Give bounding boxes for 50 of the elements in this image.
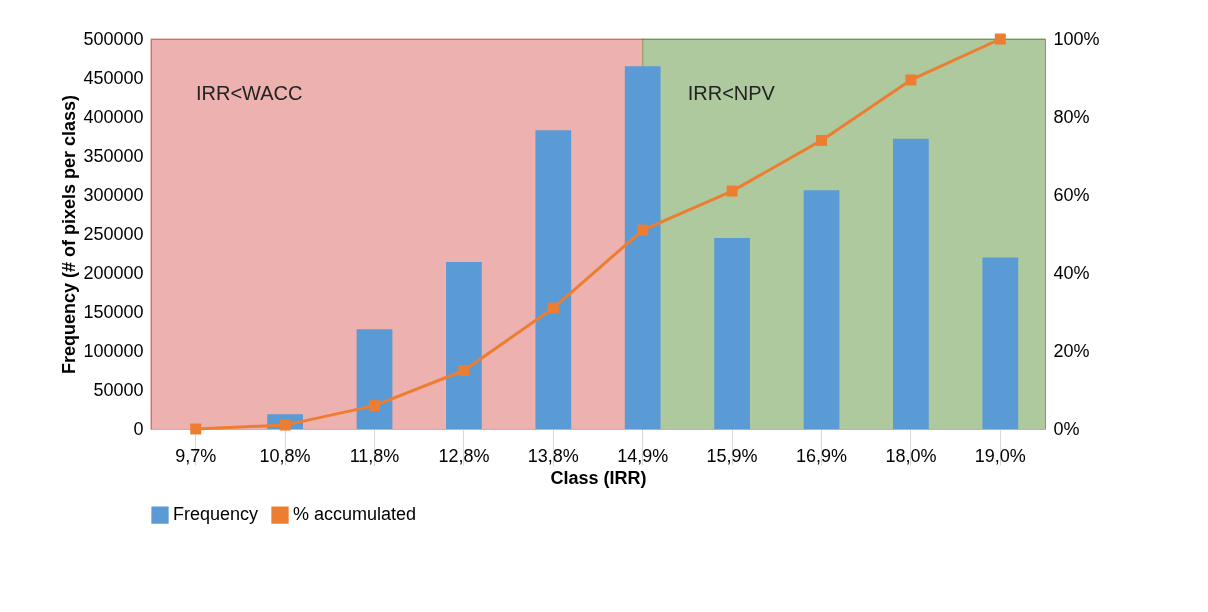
x-tick-label: 19,0%	[974, 445, 1026, 466]
y-tick-label: 200000	[83, 262, 144, 283]
y-tick-label: 50000	[93, 379, 144, 400]
band-label: IRR<WACC	[196, 82, 303, 104]
y-tick-label: 150000	[83, 301, 144, 322]
bar	[714, 237, 750, 429]
point	[637, 224, 649, 236]
x-tick-label: 12,8%	[438, 445, 490, 466]
point	[369, 400, 380, 412]
point	[726, 185, 738, 197]
x-tick-label: 18,0%	[885, 445, 937, 466]
x-axis-title: Class (IRR)	[550, 468, 647, 488]
bar	[446, 262, 482, 429]
x-tick-label: 15,9%	[706, 445, 758, 466]
point	[905, 74, 917, 86]
band-label: IRR<NPV	[687, 82, 776, 104]
y2-tick-label: 60%	[1053, 184, 1090, 205]
y2-tick-label: 80%	[1053, 106, 1090, 127]
bar	[893, 138, 929, 429]
y-tick-label: 500000	[83, 28, 144, 49]
y2-tick-label: 0%	[1053, 418, 1080, 439]
x-tick-label: 10,8%	[259, 445, 311, 466]
y-tick-label: 250000	[83, 223, 144, 244]
x-tick-label: 16,9%	[795, 445, 848, 466]
y-tick-label: 100000	[83, 340, 144, 361]
y-tick-label: 350000	[83, 145, 144, 166]
y2-tick-label: 20%	[1053, 340, 1090, 361]
bar	[982, 257, 1019, 429]
y-tick-label: 400000	[83, 106, 144, 127]
y2-tick-label: 100%	[1053, 28, 1100, 49]
y2-tick-label: 40%	[1053, 262, 1090, 283]
point	[458, 365, 470, 376]
y-tick-label: 0	[133, 418, 144, 439]
bar	[535, 130, 572, 429]
point	[994, 33, 1006, 45]
legend-label: Frequency	[173, 504, 259, 525]
legend-label: % accumulated	[293, 504, 417, 525]
point	[547, 302, 559, 314]
x-tick-label: 11,8%	[349, 445, 400, 466]
x-tick-label: 9,7%	[175, 445, 217, 466]
x-tick-label: 14,9%	[617, 445, 669, 466]
x-tick-label: 13,8%	[527, 445, 579, 466]
y-tick-label: 450000	[83, 67, 144, 88]
y-axis-title: Frequency (# of pixels per class)	[59, 94, 80, 375]
bar	[356, 329, 393, 429]
bar	[624, 66, 661, 429]
point	[190, 423, 202, 435]
bar	[803, 190, 840, 429]
y-tick-label: 300000	[83, 184, 144, 205]
point	[816, 134, 827, 146]
